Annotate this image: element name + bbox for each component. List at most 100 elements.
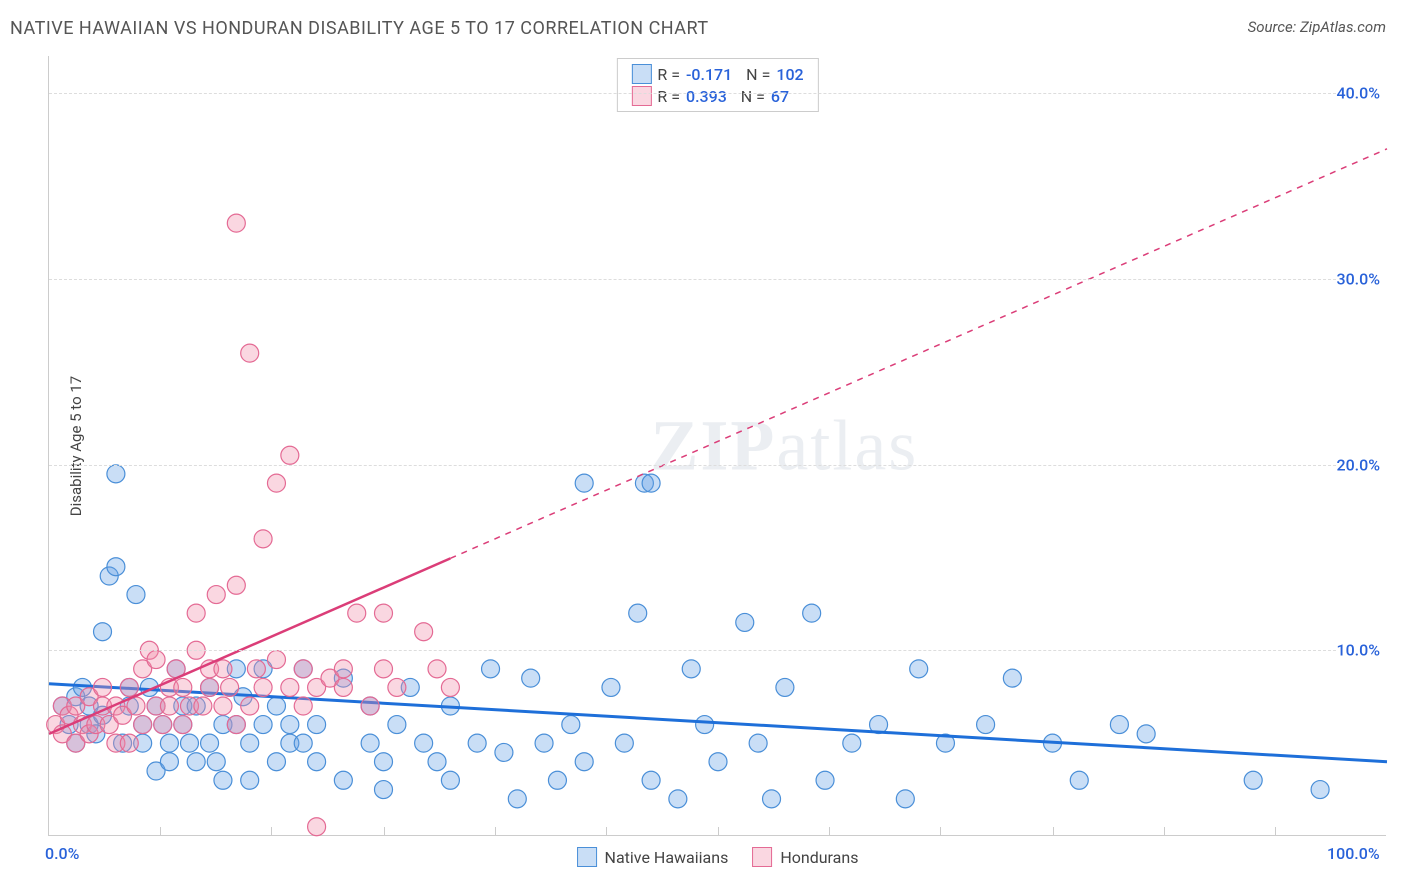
data-point: [201, 734, 219, 752]
data-point: [174, 716, 192, 734]
r-value-0: -0.171: [686, 65, 732, 84]
data-point: [207, 753, 225, 771]
data-point: [201, 678, 219, 696]
data-point: [94, 623, 112, 641]
data-point: [615, 734, 633, 752]
r-value-1: 0.393: [686, 87, 727, 106]
data-point: [308, 716, 326, 734]
n-value-0: 102: [776, 65, 803, 84]
data-point: [174, 678, 192, 696]
x-minor-tick: [606, 827, 607, 835]
legend-stats-row-0: R =-0.171 N =102: [631, 63, 803, 85]
data-point: [221, 678, 239, 696]
data-point: [896, 790, 914, 808]
swatch-series-0: [631, 64, 651, 84]
data-point: [361, 734, 379, 752]
data-point: [214, 660, 232, 678]
data-point: [254, 716, 272, 734]
data-point: [535, 734, 553, 752]
data-point: [160, 753, 178, 771]
data-point: [749, 734, 767, 752]
data-point: [1070, 771, 1088, 789]
data-point: [388, 716, 406, 734]
data-point: [548, 771, 566, 789]
data-point: [388, 678, 406, 696]
data-point: [107, 465, 125, 483]
data-point: [428, 660, 446, 678]
data-point: [441, 678, 459, 696]
data-point: [375, 660, 393, 678]
data-point: [241, 734, 259, 752]
data-point: [575, 474, 593, 492]
data-point: [816, 771, 834, 789]
data-point: [147, 651, 165, 669]
y-tick-label: 40.0%: [1336, 84, 1388, 103]
y-tick-label: 30.0%: [1336, 269, 1388, 288]
data-point: [187, 604, 205, 622]
data-point: [94, 678, 112, 696]
data-point: [160, 697, 178, 715]
plot-area: ZIPatlas R =-0.171 N =102 R =0.393 N =67…: [48, 56, 1386, 836]
data-point: [1003, 669, 1021, 687]
data-point: [267, 697, 285, 715]
data-point: [642, 771, 660, 789]
data-point: [575, 753, 593, 771]
data-point: [602, 678, 620, 696]
data-point: [843, 734, 861, 752]
data-point: [334, 678, 352, 696]
data-point: [281, 446, 299, 464]
y-tick-label: 20.0%: [1336, 455, 1388, 474]
data-point: [629, 604, 647, 622]
legend-stats-row-1: R =0.393 N =67: [631, 85, 803, 107]
data-point: [361, 697, 379, 715]
data-point: [154, 716, 172, 734]
data-point: [254, 678, 272, 696]
data-point: [194, 697, 212, 715]
legend-stats-box: R =-0.171 N =102 R =0.393 N =67: [616, 58, 818, 112]
data-point: [214, 697, 232, 715]
legend-series-box: Native Hawaiians Hondurans: [577, 847, 859, 867]
data-point: [1137, 725, 1155, 743]
x-minor-tick: [271, 827, 272, 835]
x-minor-tick: [1164, 827, 1165, 835]
chart-svg: [49, 56, 1386, 835]
data-point: [308, 753, 326, 771]
data-point: [214, 771, 232, 789]
data-point: [977, 716, 995, 734]
data-point: [308, 818, 326, 836]
data-point: [107, 558, 125, 576]
data-point: [254, 530, 272, 548]
data-point: [696, 716, 714, 734]
data-point: [763, 790, 781, 808]
data-point: [180, 734, 198, 752]
data-point: [127, 586, 145, 604]
data-point: [241, 697, 259, 715]
source-credit: Source: ZipAtlas.com: [1248, 18, 1386, 36]
x-minor-tick: [829, 827, 830, 835]
data-point: [1311, 781, 1329, 799]
data-point: [281, 716, 299, 734]
data-point: [910, 660, 928, 678]
gridline: [49, 650, 1386, 651]
data-point: [134, 716, 152, 734]
gridline: [49, 279, 1386, 280]
legend-label-0: Native Hawaiians: [605, 848, 729, 867]
data-point: [375, 753, 393, 771]
data-point: [294, 734, 312, 752]
data-point: [669, 790, 687, 808]
data-point: [120, 678, 138, 696]
data-point: [187, 753, 205, 771]
chart-title: NATIVE HAWAIIAN VS HONDURAN DISABILITY A…: [10, 18, 709, 39]
data-point: [227, 576, 245, 594]
data-point: [682, 660, 700, 678]
data-point: [120, 734, 138, 752]
n-value-1: 67: [771, 87, 789, 106]
data-point: [803, 604, 821, 622]
x-tick-label: 0.0%: [45, 844, 79, 863]
data-point: [468, 734, 486, 752]
x-minor-tick: [718, 827, 719, 835]
data-point: [241, 344, 259, 362]
data-point: [441, 771, 459, 789]
data-point: [294, 697, 312, 715]
trend-line-dashed: [450, 149, 1387, 559]
